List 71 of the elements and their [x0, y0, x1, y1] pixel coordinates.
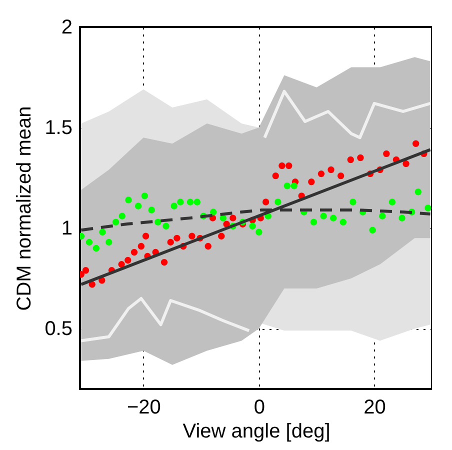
point	[86, 238, 93, 246]
point	[218, 232, 225, 240]
line-series	[263, 90, 432, 140]
y-tick-label: 0.5	[44, 318, 72, 340]
point	[82, 266, 90, 274]
point	[170, 202, 178, 210]
point	[286, 162, 292, 170]
point	[230, 214, 236, 222]
point	[162, 222, 170, 230]
point	[142, 232, 150, 240]
point	[99, 228, 106, 236]
point	[424, 204, 432, 212]
point	[174, 234, 180, 242]
point	[223, 220, 230, 228]
point	[138, 242, 145, 250]
point	[272, 172, 279, 180]
point	[308, 178, 315, 186]
point	[92, 244, 100, 252]
point	[262, 198, 270, 206]
point	[167, 238, 174, 246]
point	[318, 170, 325, 178]
point	[118, 212, 126, 220]
point	[148, 206, 155, 214]
point	[186, 198, 194, 206]
point	[160, 258, 168, 266]
point	[340, 218, 346, 226]
point	[357, 154, 364, 162]
point	[154, 218, 162, 226]
point	[256, 228, 262, 236]
point	[330, 214, 337, 222]
x-tick-label: −20	[127, 396, 161, 418]
point	[350, 198, 356, 206]
point	[177, 198, 184, 206]
point	[118, 260, 125, 268]
point	[412, 140, 420, 147]
point	[124, 256, 132, 264]
point	[210, 208, 217, 216]
point	[414, 188, 422, 196]
point	[284, 182, 291, 190]
point	[388, 198, 396, 206]
point	[398, 214, 406, 222]
point	[402, 160, 410, 168]
point	[194, 198, 200, 206]
x-tick-label: 20	[364, 396, 386, 418]
point	[290, 182, 298, 190]
point	[274, 198, 282, 206]
point	[112, 218, 120, 226]
y-axis-title: CDM normalized mean	[14, 106, 36, 311]
point	[141, 192, 148, 200]
point	[125, 196, 132, 204]
x-axis-title: View angle [deg]	[182, 420, 330, 442]
x-tick-label: 0	[254, 396, 265, 418]
point	[188, 232, 196, 240]
point	[249, 222, 256, 230]
point	[383, 150, 390, 158]
line-series	[80, 297, 251, 342]
y-tick-label: 1.5	[44, 117, 72, 140]
point	[106, 238, 112, 246]
point	[310, 218, 318, 226]
point	[278, 162, 286, 170]
point	[134, 202, 142, 210]
point	[347, 156, 354, 164]
y-tick-label: 1	[61, 218, 72, 240]
point	[337, 172, 344, 180]
point	[320, 212, 327, 220]
point	[204, 242, 212, 250]
point	[130, 248, 138, 256]
y-tick-label: 2	[61, 16, 72, 38]
point	[369, 226, 376, 234]
point	[328, 166, 334, 174]
point	[379, 212, 386, 220]
